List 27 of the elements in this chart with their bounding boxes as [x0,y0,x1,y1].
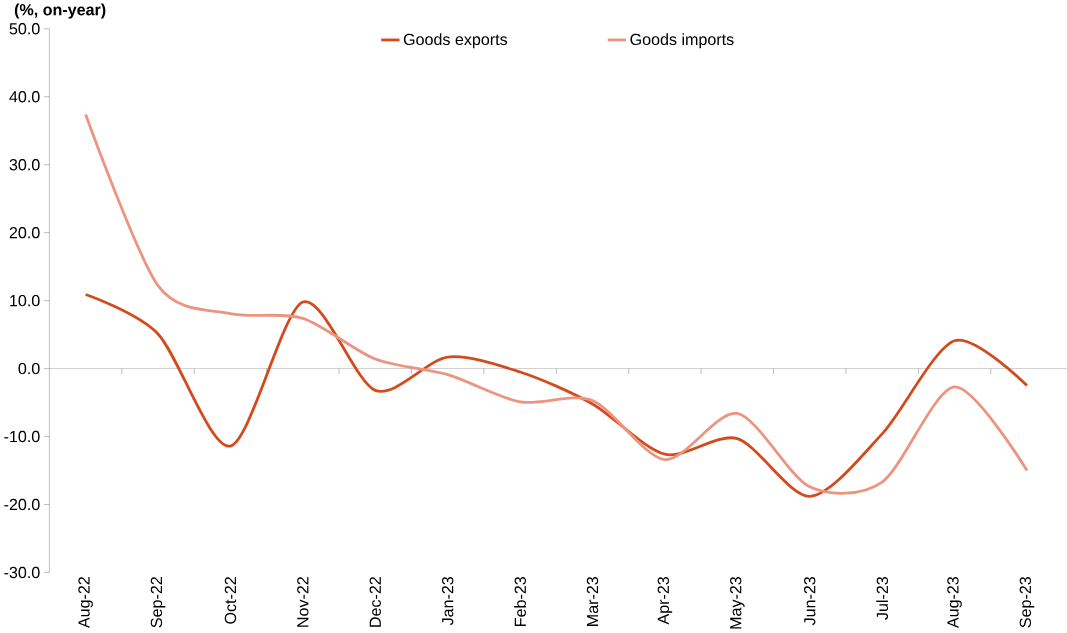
x-tick-label: Aug-22 [78,576,93,628]
y-tick-label: 0.0 [18,362,40,375]
y-tick-label: -20.0 [4,498,40,510]
legend-label: Goods exports [403,33,508,49]
x-tick-label: Jul-23 [876,576,889,620]
x-tick-label: Apr-23 [657,576,673,625]
y-tick-label: 20.0 [9,226,40,239]
y-tick-label: 40.0 [9,90,40,103]
x-tick-label: Jun-23 [804,576,816,625]
x-tick-label: Mar-23 [586,576,599,626]
x-tick-label: Sep-22 [150,576,166,628]
x-tick-label: Sep-23 [1019,576,1035,628]
y-tick-label: -30.0 [4,566,40,578]
line-series [84,292,1029,498]
y-tick-label: -10.0 [4,430,40,442]
x-tick-label: Oct-22 [224,576,237,624]
x-tick-label: Feb-23 [514,576,526,626]
y-tick-label: 30.0 [9,158,40,171]
x-tick-label: Jan-23 [441,576,454,625]
y-axis-title: (%, on-year) [14,3,106,19]
y-tick-label: 50.0 [9,22,40,35]
x-tick-label: Dec-22 [369,576,381,627]
x-tick-label: May-23 [730,576,745,629]
x-tick-label: Nov-22 [297,576,309,627]
x-tick-label: Aug-23 [947,576,962,628]
y-tick-label: 10.0 [10,294,40,307]
legend-label: Goods imports [630,33,734,49]
